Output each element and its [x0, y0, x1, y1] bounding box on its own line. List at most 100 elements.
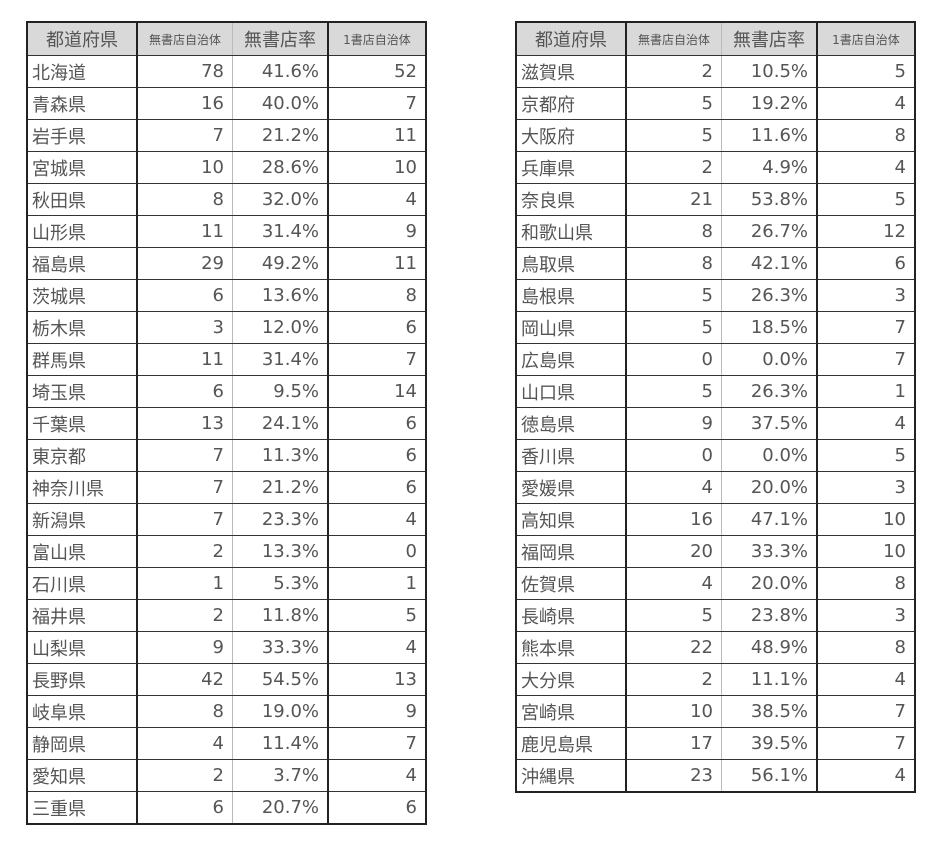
- cell-one-bookstore-municipalities: 8: [817, 567, 915, 600]
- table-row: 青森県 16 40.0% 7: [27, 87, 426, 120]
- cell-one-bookstore-municipalities: 3: [817, 599, 915, 632]
- table-row: 宮崎県 10 38.5% 7: [516, 695, 915, 728]
- cell-no-bookstore-municipalities: 9: [626, 407, 722, 440]
- cell-no-bookstore-rate: 26.7%: [721, 215, 818, 248]
- cell-no-bookstore-municipalities: 4: [626, 471, 722, 504]
- cell-no-bookstore-rate: 47.1%: [721, 503, 818, 536]
- table-row: 高知県 16 47.1% 10: [516, 503, 915, 536]
- cell-prefecture: 福井県: [27, 599, 138, 632]
- cell-no-bookstore-rate: 41.6%: [232, 55, 329, 88]
- table-row: 和歌山県 8 26.7% 12: [516, 215, 915, 248]
- table-row: 山口県 5 26.3% 1: [516, 375, 915, 408]
- cell-no-bookstore-municipalities: 3: [137, 311, 233, 344]
- cell-no-bookstore-municipalities: 29: [137, 247, 233, 280]
- cell-one-bookstore-municipalities: 6: [328, 439, 426, 472]
- prefecture-table-left: 都道府県 無書店自治体 無書店率 1書店自治体 北海道 78 41.6% 52 青森県 16 40.…: [26, 21, 427, 825]
- cell-no-bookstore-municipalities: 8: [137, 695, 233, 728]
- cell-no-bookstore-rate: 49.2%: [232, 247, 329, 280]
- table-row: 愛媛県 4 20.0% 3: [516, 471, 915, 504]
- table-row: 岡山県 5 18.5% 7: [516, 311, 915, 344]
- cell-one-bookstore-municipalities: 7: [817, 343, 915, 376]
- cell-no-bookstore-municipalities: 5: [626, 599, 722, 632]
- cell-no-bookstore-municipalities: 21: [626, 183, 722, 216]
- header-no-bookstore-municipalities: 無書店自治体: [137, 21, 233, 56]
- table-row: 福井県 2 11.8% 5: [27, 599, 426, 632]
- cell-no-bookstore-municipalities: 78: [137, 55, 233, 88]
- cell-prefecture: 沖縄県: [516, 759, 627, 793]
- cell-no-bookstore-municipalities: 17: [626, 727, 722, 760]
- table-row: 鹿児島県 17 39.5% 7: [516, 727, 915, 760]
- cell-no-bookstore-rate: 31.4%: [232, 343, 329, 376]
- table-row: 大阪府 5 11.6% 8: [516, 119, 915, 152]
- cell-no-bookstore-rate: 23.3%: [232, 503, 329, 536]
- cell-prefecture: 愛知県: [27, 759, 138, 792]
- table-row: 秋田県 8 32.0% 4: [27, 183, 426, 216]
- cell-prefecture: 新潟県: [27, 503, 138, 536]
- cell-no-bookstore-municipalities: 2: [626, 663, 722, 696]
- cell-prefecture: 群馬県: [27, 343, 138, 376]
- table-row: 福岡県 20 33.3% 10: [516, 535, 915, 568]
- cell-no-bookstore-rate: 5.3%: [232, 567, 329, 600]
- cell-one-bookstore-municipalities: 0: [328, 535, 426, 568]
- cell-prefecture: 石川県: [27, 567, 138, 600]
- cell-no-bookstore-municipalities: 22: [626, 631, 722, 664]
- cell-no-bookstore-rate: 39.5%: [721, 727, 818, 760]
- cell-no-bookstore-municipalities: 2: [626, 151, 722, 184]
- cell-one-bookstore-municipalities: 4: [817, 759, 915, 793]
- cell-no-bookstore-rate: 21.2%: [232, 119, 329, 152]
- cell-prefecture: 和歌山県: [516, 215, 627, 248]
- cell-no-bookstore-rate: 12.0%: [232, 311, 329, 344]
- cell-no-bookstore-rate: 9.5%: [232, 375, 329, 408]
- cell-prefecture: 茨城県: [27, 279, 138, 312]
- cell-prefecture: 青森県: [27, 87, 138, 120]
- cell-no-bookstore-municipalities: 16: [137, 87, 233, 120]
- table-row: 山形県 11 31.4% 9: [27, 215, 426, 248]
- header-prefecture: 都道府県: [516, 21, 627, 56]
- cell-no-bookstore-rate: 31.4%: [232, 215, 329, 248]
- table-row: 栃木県 3 12.0% 6: [27, 311, 426, 344]
- header-one-bookstore-municipalities: 1書店自治体: [328, 21, 426, 56]
- cell-no-bookstore-municipalities: 0: [626, 343, 722, 376]
- cell-prefecture: 東京都: [27, 439, 138, 472]
- cell-prefecture: 熊本県: [516, 631, 627, 664]
- cell-no-bookstore-rate: 38.5%: [721, 695, 818, 728]
- cell-no-bookstore-municipalities: 11: [137, 343, 233, 376]
- cell-prefecture: 鹿児島県: [516, 727, 627, 760]
- cell-no-bookstore-municipalities: 5: [626, 87, 722, 120]
- cell-prefecture: 岐阜県: [27, 695, 138, 728]
- cell-one-bookstore-municipalities: 8: [817, 119, 915, 152]
- cell-no-bookstore-municipalities: 6: [137, 279, 233, 312]
- cell-no-bookstore-rate: 0.0%: [721, 439, 818, 472]
- cell-no-bookstore-municipalities: 6: [137, 375, 233, 408]
- cell-no-bookstore-municipalities: 2: [626, 55, 722, 88]
- header-no-bookstore-rate: 無書店率: [721, 21, 818, 56]
- cell-no-bookstore-municipalities: 10: [137, 151, 233, 184]
- cell-one-bookstore-municipalities: 8: [817, 631, 915, 664]
- table-row: 鳥取県 8 42.1% 6: [516, 247, 915, 280]
- cell-prefecture: 兵庫県: [516, 151, 627, 184]
- table-row: 茨城県 6 13.6% 8: [27, 279, 426, 312]
- cell-one-bookstore-municipalities: 13: [328, 663, 426, 696]
- table-row: 奈良県 21 53.8% 5: [516, 183, 915, 216]
- cell-prefecture: 長野県: [27, 663, 138, 696]
- table-row: 香川県 0 0.0% 5: [516, 439, 915, 472]
- cell-no-bookstore-rate: 11.3%: [232, 439, 329, 472]
- cell-prefecture: 宮城県: [27, 151, 138, 184]
- prefecture-table-right: 都道府県 無書店自治体 無書店率 1書店自治体 滋賀県 2 10.5% 5 京都府 5 19.2% 4…: [515, 21, 916, 793]
- cell-no-bookstore-municipalities: 4: [137, 727, 233, 760]
- cell-no-bookstore-rate: 54.5%: [232, 663, 329, 696]
- cell-one-bookstore-municipalities: 7: [817, 311, 915, 344]
- cell-prefecture: 鳥取県: [516, 247, 627, 280]
- cell-prefecture: 静岡県: [27, 727, 138, 760]
- cell-prefecture: 奈良県: [516, 183, 627, 216]
- cell-prefecture: 福島県: [27, 247, 138, 280]
- cell-one-bookstore-municipalities: 7: [328, 343, 426, 376]
- header-prefecture: 都道府県: [27, 21, 138, 56]
- cell-no-bookstore-municipalities: 9: [137, 631, 233, 664]
- table-row: 長野県 42 54.5% 13: [27, 663, 426, 696]
- cell-no-bookstore-municipalities: 16: [626, 503, 722, 536]
- header-no-bookstore-rate: 無書店率: [232, 21, 329, 56]
- table-row: 滋賀県 2 10.5% 5: [516, 55, 915, 88]
- cell-prefecture: 長崎県: [516, 599, 627, 632]
- cell-no-bookstore-rate: 33.3%: [232, 631, 329, 664]
